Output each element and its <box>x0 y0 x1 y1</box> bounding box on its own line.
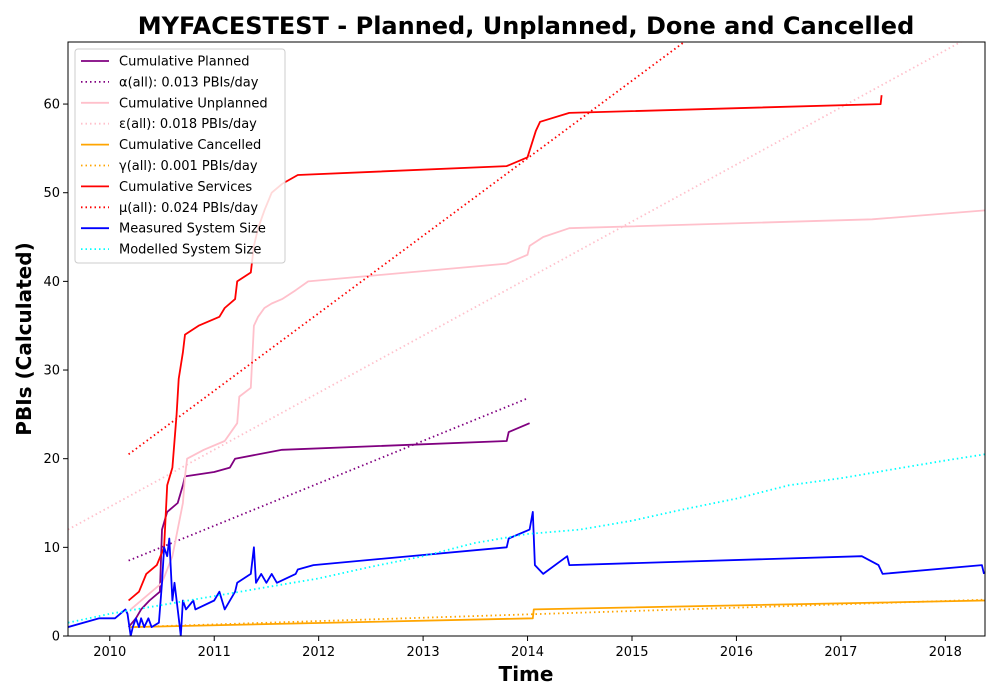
series-trend-9-line <box>68 453 985 624</box>
plot-frame <box>67 41 986 637</box>
y-tick-label: 60 <box>43 98 60 113</box>
legend-box <box>74 48 286 264</box>
chart-title: MYFACESTEST - Planned, Unplanned, Done a… <box>138 12 915 40</box>
x-tick-label: 2014 <box>511 645 544 660</box>
x-axis-label: Time <box>499 662 554 686</box>
y-tick-label: 40 <box>43 275 60 290</box>
y-tick-label: 20 <box>43 452 60 467</box>
series-2-line <box>130 209 985 611</box>
x-tick-label: 2015 <box>615 645 648 660</box>
y-tick-label: 0 <box>52 630 60 645</box>
legend-entry-cumulative-unplanned: Cumulative Unplanned <box>119 96 268 111</box>
y-tick-label: 30 <box>43 364 60 379</box>
legend-entry-cumulative-services: Cumulative Services <box>119 180 252 195</box>
legend-entry-modelled-system-size: Modelled System Size <box>119 243 261 258</box>
legend-entry-all-0-018-pbis-day: ε(all): 0.018 PBIs/day <box>119 117 257 132</box>
y-tick-label: 10 <box>43 541 60 556</box>
x-tick-label: 2010 <box>93 645 126 660</box>
x-axis: 2010 2011 2012 2013 2014 2015 2016 2017 2018 <box>93 636 962 660</box>
x-tick-label: 2011 <box>198 645 231 660</box>
x-tick-label: 2016 <box>720 645 753 660</box>
legend-entry-all-0-024-pbis-day: μ(all): 0.024 PBIs/day <box>119 201 258 216</box>
x-tick-label: 2018 <box>929 645 962 660</box>
series-trend-7-line <box>128 42 685 456</box>
legend-entry-measured-system-size: Measured System Size <box>119 222 266 237</box>
series-4-line <box>130 599 985 628</box>
x-tick-label: 2013 <box>407 645 440 660</box>
legend-entry-cumulative-cancelled: Cumulative Cancelled <box>119 138 261 153</box>
y-axis: 0 10 20 30 40 50 60 <box>43 98 68 645</box>
x-tick-label: 2012 <box>302 645 335 660</box>
x-tick-label: 2017 <box>824 645 857 660</box>
y-tick-label: 50 <box>43 186 60 201</box>
series-trend-1-line <box>128 397 528 562</box>
series-0-line <box>127 422 530 628</box>
legend-entry-cumulative-planned: Cumulative Planned <box>119 55 249 70</box>
series-8-line <box>68 510 985 636</box>
y-axis-label: PBIs (Calculated) <box>12 242 36 435</box>
series-6-line <box>128 95 883 602</box>
series-layer <box>68 42 985 636</box>
series-trend-5-line <box>130 598 985 628</box>
legend-entry-all-0-013-pbis-day: α(all): 0.013 PBIs/day <box>119 75 259 90</box>
legend: Cumulative Planned α(all): 0.013 PBIs/day… <box>74 48 286 264</box>
series-trend-3-line <box>68 42 963 531</box>
legend-entry-all-0-001-pbis-day: γ(all): 0.001 PBIs/day <box>119 159 258 174</box>
